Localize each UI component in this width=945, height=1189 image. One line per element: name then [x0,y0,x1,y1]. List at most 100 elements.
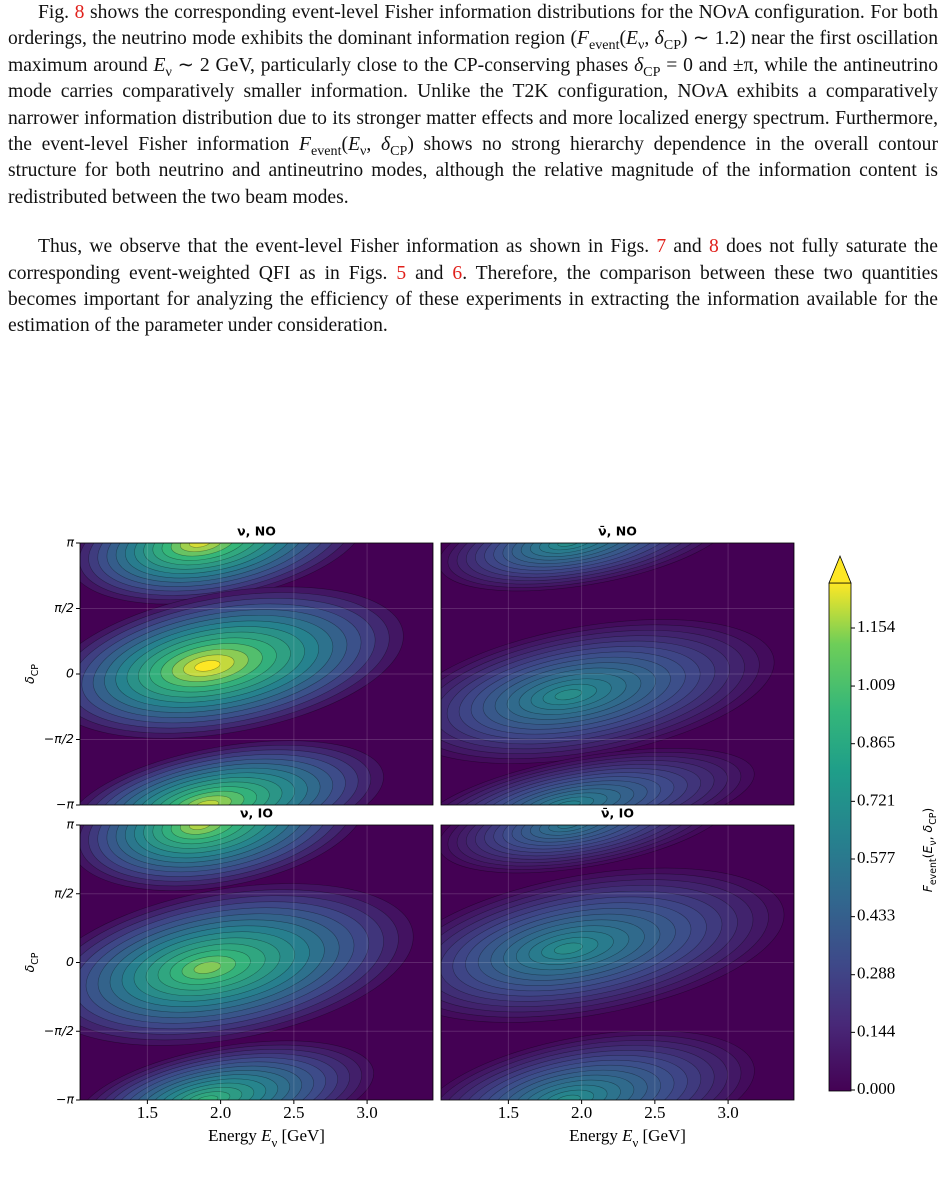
contour [557,543,580,547]
text-run: ) shows no strong hierarchy dependence i… [8,134,938,208]
text-run: , [920,832,935,840]
contour [548,825,592,833]
math-run: δ [634,54,644,76]
text-run: ( [341,134,349,156]
text-run: shows the corresponding event-level Fish… [84,2,727,23]
contour [189,825,211,830]
text-run: Fig. [38,2,75,23]
heatmap [441,543,794,805]
paragraph: Fig. 8 shows the corresponding event-lev… [8,0,938,211]
text-run: Energy [208,1126,261,1145]
x-tick-label: 2.5 [283,1103,304,1122]
math-run: CP [390,142,408,159]
text-run: ) [920,808,935,813]
text-run: A configuration. For both orderings, the… [8,2,939,50]
paragraph: Thus, we observe that the event-level Fi… [8,234,938,340]
math-run: ν [726,2,736,23]
panel-frame [440,542,795,806]
y-tick-label: −π/2 [44,731,74,746]
heatmap [441,825,794,1100]
text-run: = 0 and ±π, while the antineutrino mode … [8,54,938,103]
figure-ref[interactable]: 6 [452,262,463,284]
math-run: δ [380,134,391,156]
text-run: ( [619,28,627,50]
x-tick-label: 3.0 [356,1103,377,1122]
text-run: . Therefore, the comparison between thes… [8,262,938,337]
text-run: δ [22,964,37,972]
text-run: E [260,1126,272,1145]
x-tick-label: 1.5 [498,1103,519,1122]
x-tick-label: 2.0 [571,1103,592,1122]
body-text: Fig. 8 shows the corresponding event-lev… [8,0,938,363]
text-run: δ [920,824,935,832]
math-run: ν [705,81,715,103]
y-axis-label: δCP [22,664,42,684]
contour [193,961,222,974]
y-tick-label: π [66,817,74,832]
text-run: Energy [569,1126,622,1145]
math-run: δ [654,28,664,50]
colorbar-tick-label: 0.288 [857,964,895,983]
text-run: and [666,236,709,258]
y-axis-label: δCP [22,952,42,972]
math-run: F [299,134,311,156]
panel-title: ν, NO [237,524,276,539]
x-tick-label: 3.0 [717,1103,738,1122]
heatmap [80,543,433,805]
colorbar-label: Fevent(Eν, δCP) [920,808,940,893]
colorbar-tick-label: 1.154 [857,617,896,636]
text-run: ) ∼ 1.2) near the first oscillation maxi… [8,28,938,76]
colorbar-tick-label: 0.865 [857,733,895,752]
colorbar-extend [828,554,852,584]
text-run: ν [928,840,939,845]
text-run: , [644,28,655,50]
y-tick-label: 0 [66,666,74,681]
text-run: ν [633,1136,639,1150]
text-run: ∼ 2 GeV, particularly close to the CP-co… [171,54,635,76]
panel-frame [79,542,434,806]
text-run: and [406,262,453,284]
text-run: A exhibits a comparatively narrower info… [8,81,938,156]
figure-ref[interactable]: 8 [74,2,85,23]
text-run: E [621,1126,633,1145]
text-run: ( [920,854,935,859]
math-run: CP [663,37,682,54]
text-run: ν [272,1136,278,1150]
math-run: E [626,28,639,50]
math-run: event [588,37,620,54]
y-tick-label: π [66,535,74,550]
math-run: ν [638,37,645,54]
math-run: E [348,134,361,156]
contour [554,689,583,701]
y-tick-label: π/2 [54,600,74,615]
text-run: , [366,134,381,156]
panel-frame [440,824,795,1101]
text-run: CP [30,952,41,965]
text-run: [GeV] [277,1126,325,1145]
x-axis-label: Energy Eν [GeV] [569,1126,686,1150]
text-run: E [920,846,935,854]
math-run: CP [643,63,661,80]
colorbar-tick-label: 0.721 [857,790,895,809]
math-run: ν [360,142,367,159]
figure-ref[interactable]: 5 [396,262,407,284]
x-tick-label: 1.5 [137,1103,158,1122]
colorbar-tick-label: 1.009 [857,675,895,694]
x-tick-label: 2.5 [644,1103,665,1122]
text-run: event [928,858,939,885]
y-tick-label: −π/2 [44,1023,74,1038]
x-tick-label: 2.0 [210,1103,231,1122]
panel-frame [79,824,434,1101]
text-run: F [920,884,935,892]
contour [194,660,221,672]
figure-ref[interactable]: 7 [656,236,667,258]
contour [189,543,211,548]
math-run: E [153,54,166,76]
colorbar-tick-label: 0.144 [857,1021,896,1040]
colorbar-tick-label: 0.577 [857,848,896,867]
y-tick-label: π/2 [54,885,74,900]
figure-ref[interactable]: 8 [709,236,719,258]
contour [553,942,583,955]
